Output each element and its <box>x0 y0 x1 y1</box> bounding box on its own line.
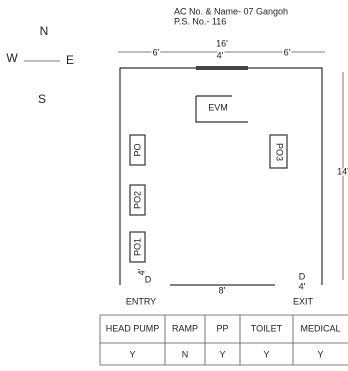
table-header-cell: PP <box>216 323 228 333</box>
dim-top-door: 4' <box>217 50 224 60</box>
table-cell: Y <box>129 349 135 359</box>
entry-door: D <box>145 274 152 284</box>
title: AC No. & Name- 07 Gangoh <box>174 6 288 16</box>
facilities-table <box>99 314 348 366</box>
exit-label: EXIT <box>293 296 314 306</box>
table-cell: N <box>182 349 189 359</box>
compass-s: S <box>38 92 46 106</box>
evm-table <box>195 95 248 123</box>
po1-label: PO1 <box>132 238 142 256</box>
dim-top-left: 6' <box>153 47 160 57</box>
table-header-cell: TOILET <box>251 323 283 333</box>
table-grid <box>99 314 348 366</box>
table-cell: Y <box>263 349 269 359</box>
po3-label: PO3 <box>275 143 285 161</box>
po2-table <box>129 184 146 216</box>
entry-label: ENTRY <box>126 296 156 306</box>
dim-width: 16' <box>216 38 228 48</box>
dim-depth: 14' <box>337 166 348 176</box>
table-cell: Y <box>219 349 225 359</box>
po3-table <box>269 134 288 169</box>
po1-table <box>129 231 146 263</box>
exit-door: D <box>299 271 306 281</box>
compass-w: W <box>6 51 18 65</box>
po-table <box>129 134 146 166</box>
compass-n: N <box>40 24 49 38</box>
dim-top-right: 6' <box>284 47 291 57</box>
window <box>196 66 248 70</box>
po-label: PO <box>132 143 142 156</box>
exit-width: 4' <box>299 281 306 291</box>
evm-label: EVM <box>208 102 228 112</box>
table-header-cell: RAMP <box>172 323 198 333</box>
table-header-cell: MEDICAL <box>300 323 340 333</box>
table-cell: Y <box>317 349 323 359</box>
subtitle: P.S. No.- 116 <box>174 16 226 26</box>
dim-bottom: 8' <box>219 285 226 295</box>
wall <box>119 67 323 285</box>
po2-label: PO2 <box>132 191 142 209</box>
table-header-cell: HEAD PUMP <box>106 323 160 333</box>
entry-width: 4' <box>136 268 146 275</box>
compass-e: E <box>66 53 74 67</box>
